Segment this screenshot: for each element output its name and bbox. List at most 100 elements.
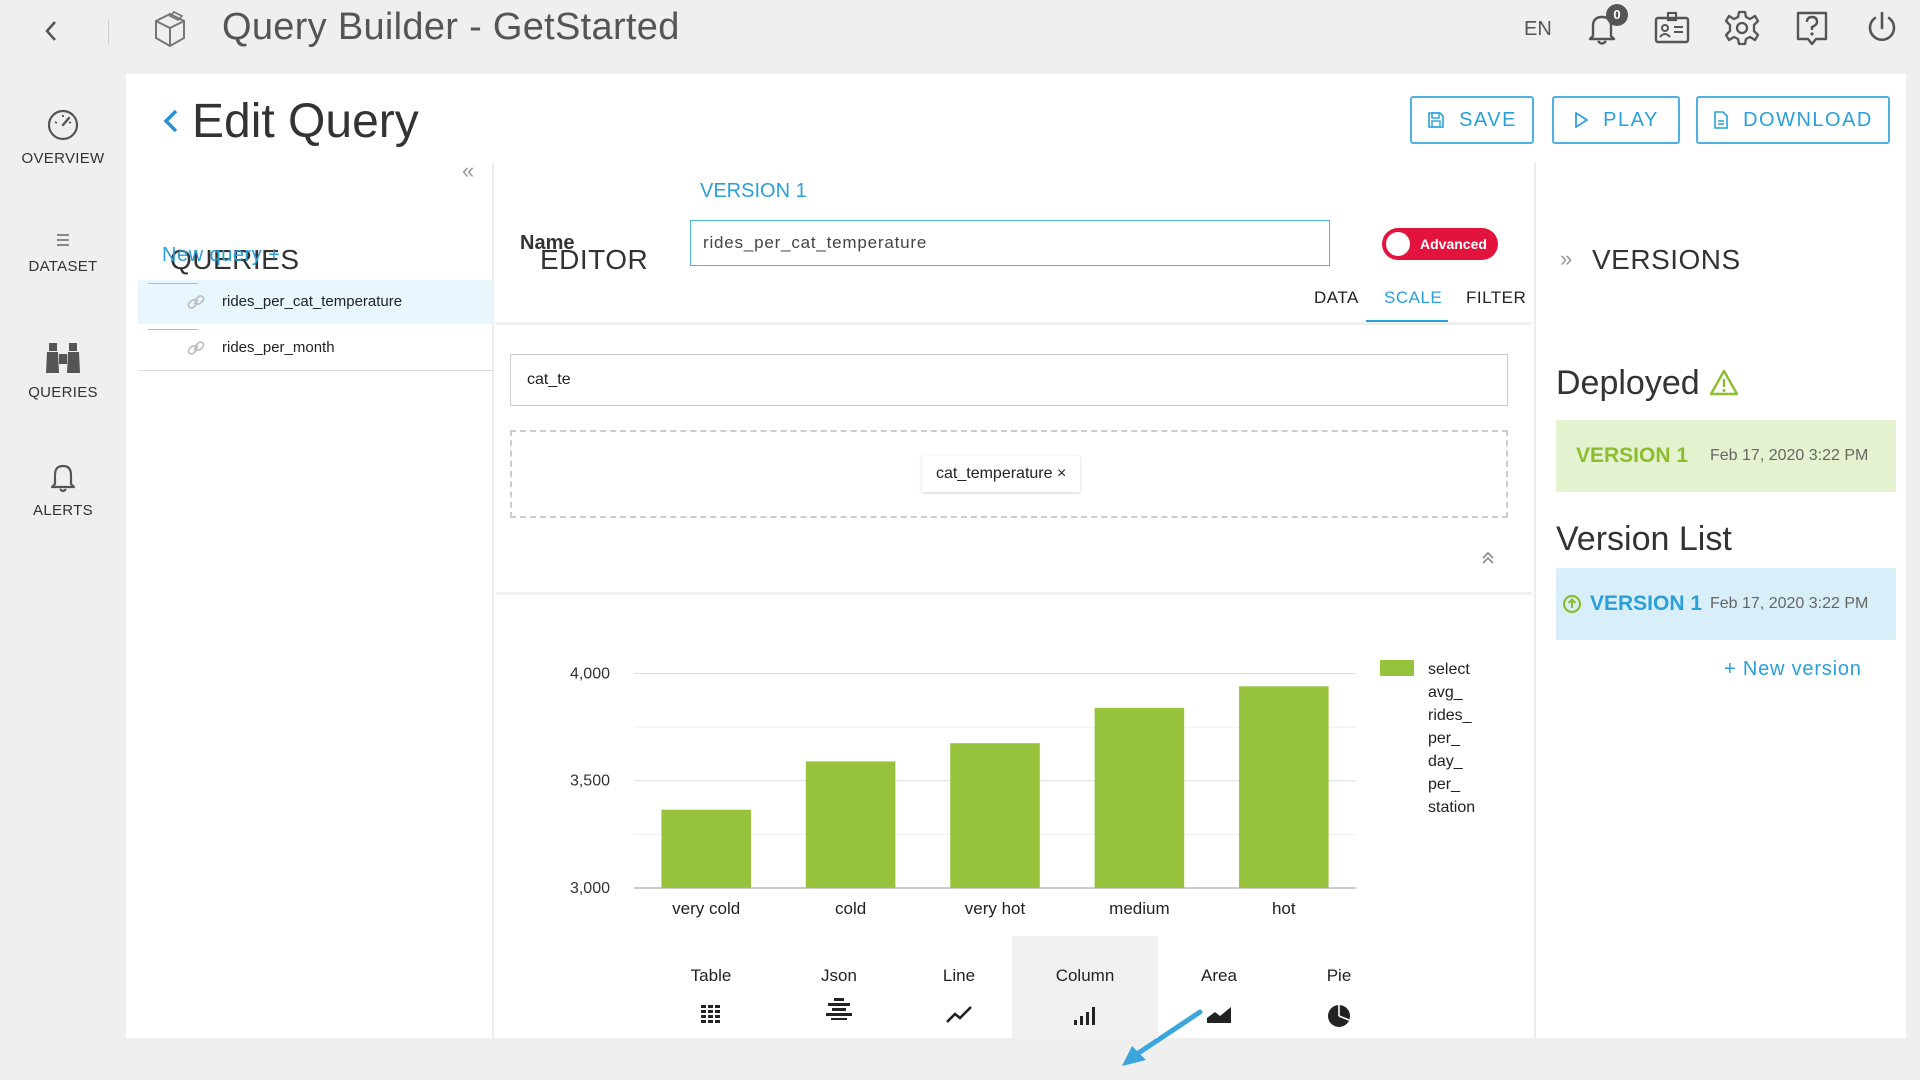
list-version-name: VERSION 1: [1590, 592, 1703, 615]
download-label: DOWNLOAD: [1743, 108, 1873, 131]
editor-content: VERSION 1 Name Advanced DATA SCALE FILTE…: [496, 162, 1536, 1066]
advanced-toggle[interactable]: Advanced: [1382, 228, 1498, 260]
binoculars-icon: [46, 343, 80, 373]
deployed-version-name: VERSION 1: [1576, 444, 1689, 467]
warning-icon: [1709, 369, 1739, 396]
help-icon[interactable]: [1792, 8, 1832, 48]
nav-label: ALERTS: [33, 502, 93, 519]
legend-label: day_: [1428, 753, 1464, 770]
deployed-title-text: Deployed: [1556, 364, 1700, 402]
collapse-up-icon[interactable]: [1480, 550, 1496, 571]
nav-overview[interactable]: OVERVIEW: [0, 108, 126, 167]
pointer-arrow-icon: [1122, 1009, 1203, 1066]
scale-drop-zone[interactable]: cat_temperature ×: [510, 430, 1508, 518]
scale-chip[interactable]: cat_temperature ×: [922, 456, 1081, 492]
tab-data[interactable]: DATA: [1314, 288, 1359, 307]
menu-icon: [57, 234, 69, 246]
legend-label: per_: [1428, 730, 1461, 747]
gear-icon[interactable]: [1722, 8, 1762, 48]
bar[interactable]: [805, 761, 896, 888]
versions-panel: » VERSIONS Deployed VERSION 1 Feb 17, 20…: [1538, 162, 1906, 1038]
play-button[interactable]: PLAY: [1552, 96, 1680, 144]
list-bottom-divider: [138, 370, 494, 371]
tab-filter[interactable]: FILTER: [1466, 288, 1527, 307]
tab-scale[interactable]: SCALE: [1384, 288, 1443, 307]
floppy-icon: [1428, 112, 1444, 128]
bar[interactable]: [661, 809, 751, 888]
clock-arrow-icon: [1562, 594, 1582, 614]
advanced-label: Advanced: [1420, 236, 1487, 252]
collapse-versions-icon[interactable]: »: [1560, 246, 1573, 271]
version-list-title: Version List: [1556, 520, 1732, 558]
active-tab-indicator: [1366, 320, 1448, 323]
page-title: Edit Query: [192, 95, 419, 148]
list-version-date: Feb 17, 2020 3:22 PM: [1710, 595, 1869, 612]
bell-icon[interactable]: [1582, 8, 1622, 48]
top-divider: [108, 20, 109, 44]
row-divider: [148, 283, 198, 284]
name-label: Name: [520, 232, 575, 254]
bar[interactable]: [1239, 686, 1329, 888]
legend-swatch: [1380, 660, 1414, 676]
nav-dataset[interactable]: DATASET: [0, 230, 126, 275]
scale-search-input[interactable]: [510, 354, 1508, 406]
play-label: PLAY: [1603, 108, 1659, 131]
column-chart: very cold cold very hot medium hot 3,000 3,50…: [570, 660, 1475, 918]
nav-label: OVERVIEW: [21, 150, 105, 167]
main-panel: Edit Query SAVE PLAY DOWNLOAD QUERIES « …: [126, 74, 1906, 1066]
power-icon[interactable]: [1862, 8, 1902, 48]
download-button[interactable]: DOWNLOAD: [1696, 96, 1890, 144]
nav-label: DATASET: [28, 258, 98, 275]
y-tick-label: 4,000: [570, 665, 610, 682]
legend-label: avg_: [1428, 684, 1464, 701]
deployed-version-date: Feb 17, 2020 3:22 PM: [1710, 447, 1869, 464]
legend-label: select: [1428, 661, 1470, 678]
new-query-link[interactable]: New query +: [162, 244, 281, 266]
query-name: rides_per_cat_temperature: [222, 293, 403, 310]
chart-divider: [496, 592, 1532, 595]
cube-logo-icon: [148, 8, 192, 52]
query-name-input[interactable]: [690, 220, 1330, 266]
x-tick-label: cold: [835, 899, 866, 918]
new-version-link[interactable]: + New version: [1724, 658, 1862, 680]
queries-panel: QUERIES: [126, 162, 494, 1038]
legend-label: per_: [1428, 776, 1461, 793]
y-tick-label: 3,000: [570, 880, 610, 897]
legend-label: station: [1428, 799, 1475, 816]
bar[interactable]: [1094, 707, 1185, 888]
language-selector[interactable]: EN: [1524, 18, 1552, 40]
versions-heading: VERSIONS: [1592, 244, 1741, 275]
tab-divider: [496, 322, 1532, 325]
x-tick-label: very cold: [672, 899, 740, 918]
left-nav: OVERVIEW DATASET QUERIES ALERTS «: [0, 62, 126, 1080]
link-icon: [187, 295, 205, 309]
editor-version-tag[interactable]: VERSION 1: [700, 180, 807, 202]
top-bar: Query Builder - GetStarted EN 0: [0, 0, 1920, 62]
deployed-version-card[interactable]: VERSION 1 Feb 17, 2020 3:22 PM: [1556, 420, 1896, 492]
app-title: Query Builder - GetStarted: [222, 6, 680, 48]
editor-panel: EDITOR: [496, 162, 1536, 1038]
y-tick-label: 3,500: [570, 773, 610, 790]
save-button[interactable]: SAVE: [1410, 96, 1534, 144]
collapse-queries-icon[interactable]: «: [462, 158, 475, 183]
deployed-title: Deployed: [1556, 364, 1739, 403]
collapse-nav-button[interactable]: «: [46, 1066, 64, 1080]
play-icon: [1575, 112, 1589, 128]
nav-queries[interactable]: QUERIES: [0, 340, 126, 401]
x-tick-label: hot: [1272, 899, 1296, 918]
link-icon: [187, 341, 205, 355]
bell-icon: [50, 464, 76, 493]
queries-heading: QUERIES: [170, 244, 300, 275]
save-label: SAVE: [1459, 108, 1517, 131]
page-back-icon[interactable]: [160, 104, 182, 147]
query-name: rides_per_month: [222, 339, 335, 356]
version-list-item[interactable]: VERSION 1 Feb 17, 2020 3:22 PM: [1556, 568, 1896, 640]
legend-label: rides_: [1428, 707, 1473, 724]
query-row-rides-per-cat-temperature[interactable]: rides_per_cat_temperature: [138, 280, 494, 324]
id-card-icon[interactable]: [1652, 8, 1692, 48]
nav-alerts[interactable]: ALERTS: [0, 460, 126, 519]
bar[interactable]: [950, 743, 1040, 888]
back-chevron-icon[interactable]: [38, 14, 64, 48]
query-row-rides-per-month[interactable]: rides_per_month: [138, 326, 494, 370]
x-tick-label: very hot: [965, 899, 1026, 918]
